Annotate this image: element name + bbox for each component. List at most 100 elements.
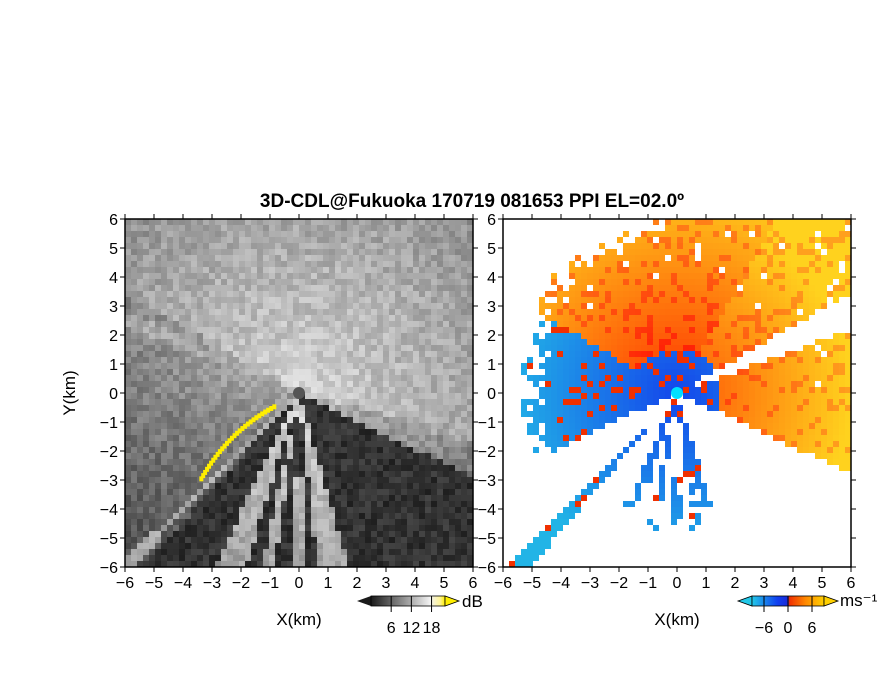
- snr-cell: [437, 549, 443, 555]
- snr-cell: [137, 537, 143, 543]
- x-tick-label: −3: [203, 575, 221, 592]
- snr-cell: [137, 495, 143, 501]
- snr-cell: [431, 363, 437, 369]
- velocity-cell: [755, 273, 761, 279]
- snr-cell: [371, 435, 377, 441]
- snr-cell: [401, 345, 407, 351]
- velocity-cell: [797, 375, 803, 381]
- snr-cell: [275, 465, 281, 471]
- snr-cell: [347, 225, 353, 231]
- snr-cell: [179, 453, 185, 459]
- snr-cell: [185, 357, 191, 363]
- snr-cell: [203, 435, 209, 441]
- snr-cell: [323, 321, 329, 327]
- velocity-cell: [629, 351, 635, 357]
- snr-cell: [377, 339, 383, 345]
- snr-cell: [143, 561, 149, 567]
- velocity-cell: [785, 315, 791, 321]
- snr-cell: [371, 441, 377, 447]
- snr-cell: [215, 273, 221, 279]
- velocity-cell: [827, 237, 833, 243]
- snr-cell: [395, 381, 401, 387]
- snr-cell: [449, 249, 455, 255]
- snr-cell: [443, 441, 449, 447]
- velocity-cell: [677, 261, 683, 267]
- velocity-cell: [815, 387, 821, 393]
- snr-cell: [407, 417, 413, 423]
- snr-cell: [263, 471, 269, 477]
- snr-cell: [269, 291, 275, 297]
- snr-cell: [311, 459, 317, 465]
- snr-cell: [305, 321, 311, 327]
- snr-cell: [371, 405, 377, 411]
- snr-cell: [221, 261, 227, 267]
- snr-saturated-cell: [257, 413, 262, 419]
- velocity-cell: [551, 357, 557, 363]
- snr-cell: [137, 555, 143, 561]
- snr-cell: [173, 267, 179, 273]
- snr-cell: [395, 291, 401, 297]
- velocity-cell: [599, 309, 605, 315]
- velocity-cell: [689, 315, 695, 321]
- snr-cell: [467, 537, 473, 543]
- velocity-cell: [803, 285, 809, 291]
- velocity-cell: [797, 399, 803, 405]
- snr-cell: [269, 243, 275, 249]
- snr-cell: [389, 447, 395, 453]
- snr-cell: [287, 393, 293, 399]
- velocity-cell: [611, 351, 617, 357]
- snr-cell: [203, 495, 209, 501]
- velocity-cell: [767, 381, 773, 387]
- snr-cell: [245, 375, 251, 381]
- snr-cell: [467, 549, 473, 555]
- velocity-cell: [647, 255, 653, 261]
- snr-cell: [299, 381, 305, 387]
- snr-cell: [359, 555, 365, 561]
- snr-cell: [137, 543, 143, 549]
- snr-cell: [191, 291, 197, 297]
- snr-cell: [173, 297, 179, 303]
- velocity-cell: [791, 249, 797, 255]
- snr-cell: [245, 309, 251, 315]
- velocity-cell: [845, 351, 851, 357]
- snr-cell: [257, 477, 263, 483]
- velocity-cell: [803, 381, 809, 387]
- snr-cell: [437, 477, 443, 483]
- velocity-cell: [599, 285, 605, 291]
- snr-cell: [203, 393, 209, 399]
- snr-cell: [209, 225, 215, 231]
- velocity-cell: [809, 249, 815, 255]
- snr-cell: [341, 279, 347, 285]
- velocity-cell: [665, 267, 671, 273]
- velocity-cell: [821, 231, 827, 237]
- snr-cell: [419, 345, 425, 351]
- velocity-cell: [623, 375, 629, 381]
- snr-cell: [437, 555, 443, 561]
- snr-cell: [263, 393, 269, 399]
- snr-cell: [251, 399, 257, 405]
- velocity-cell: [611, 375, 617, 381]
- snr-cell: [407, 429, 413, 435]
- snr-cell: [281, 369, 287, 375]
- snr-cell: [359, 375, 365, 381]
- snr-cell: [287, 273, 293, 279]
- snr-cell: [131, 267, 137, 273]
- x-tick-label: 3: [382, 575, 391, 592]
- velocity-cell: [659, 393, 665, 399]
- snr-cell: [437, 537, 443, 543]
- snr-cell: [281, 411, 287, 417]
- snr-cell: [137, 327, 143, 333]
- snr-cell: [209, 297, 215, 303]
- velocity-cell: [569, 393, 575, 399]
- velocity-cell: [761, 291, 767, 297]
- snr-cell: [389, 483, 395, 489]
- snr-cell: [209, 237, 215, 243]
- snr-cell: [461, 549, 467, 555]
- velocity-cell: [761, 243, 767, 249]
- velocity-cell: [671, 351, 677, 357]
- snr-cell: [197, 339, 203, 345]
- snr-cell: [317, 243, 323, 249]
- snr-cell: [287, 483, 293, 489]
- velocity-cell: [845, 405, 851, 411]
- snr-cell: [257, 429, 263, 435]
